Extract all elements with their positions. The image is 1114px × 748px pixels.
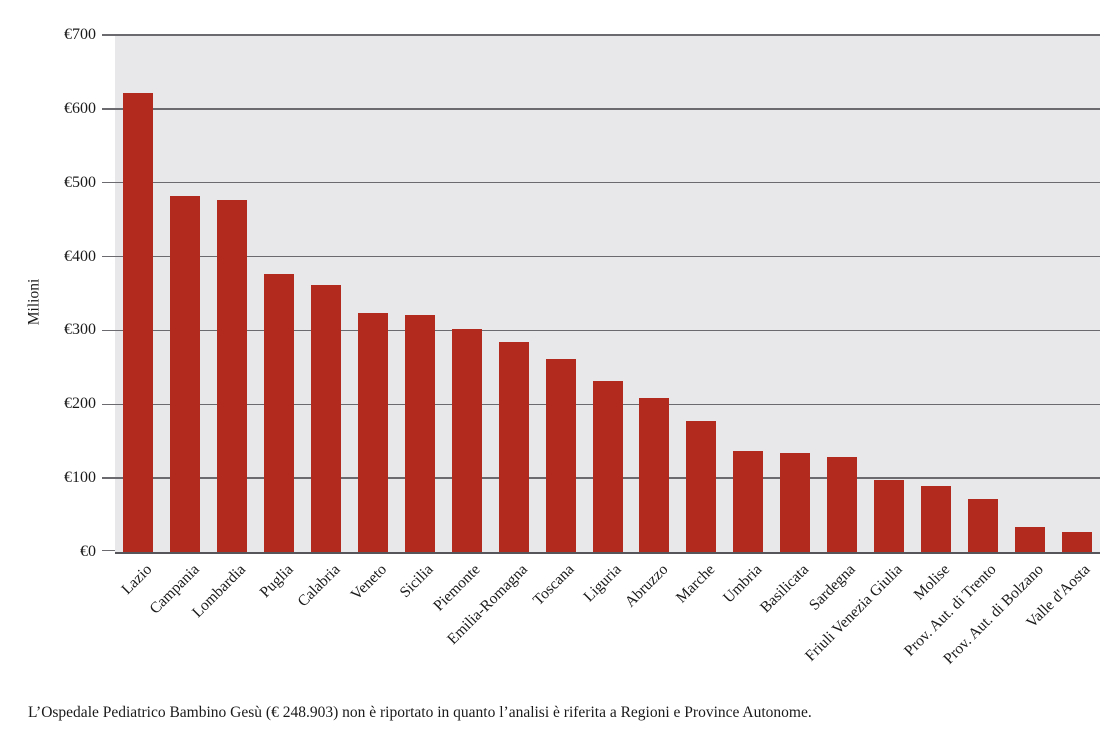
- gridline-700: [115, 34, 1100, 36]
- plot-area: [102, 34, 1100, 554]
- bar-lombardia: [217, 200, 248, 552]
- y-tickmark-400: [102, 255, 115, 258]
- bar-molise: [920, 485, 951, 552]
- x-tick-label-marche: Marche: [672, 561, 719, 607]
- x-tick-label-sicilia: Sicilia: [396, 561, 437, 602]
- y-tickmark-0: [102, 549, 115, 552]
- bar-veneto: [357, 313, 388, 552]
- bar-friuli-venezia-giulia: [873, 479, 904, 552]
- gridline-500: [115, 181, 1100, 184]
- bar-liguria: [592, 380, 623, 552]
- y-tickmark-500: [102, 181, 115, 184]
- bar-abruzzo: [639, 397, 670, 552]
- y-tick-label-200: €200: [64, 395, 96, 413]
- y-tick-label-600: €600: [64, 99, 96, 117]
- x-tick-label-basilicata: Basilicata: [756, 561, 813, 617]
- gridline-400: [115, 255, 1100, 258]
- x-tick-label-liguria: Liguria: [580, 561, 625, 606]
- x-tick-label-calabria: Calabria: [293, 561, 344, 611]
- bar-campania: [170, 196, 201, 552]
- x-tick-label-abruzzo: Abruzzo: [621, 561, 672, 611]
- x-tick-label-toscana: Toscana: [529, 561, 578, 609]
- y-tick-label-400: €400: [64, 247, 96, 265]
- bar-umbria: [733, 450, 764, 552]
- bar-prov-aut-di-trento: [967, 498, 998, 552]
- x-tick-label-puglia: Puglia: [256, 561, 297, 602]
- gridline-600: [115, 108, 1100, 110]
- y-tickmark-200: [102, 403, 115, 406]
- bar-piemonte: [451, 328, 482, 552]
- bar-valle-d-aosta: [1061, 532, 1092, 552]
- bar-sicilia: [404, 314, 435, 552]
- bar-marche: [686, 420, 717, 552]
- y-tick-label-700: €700: [64, 26, 96, 43]
- x-tick-label-lazio: Lazio: [118, 561, 156, 598]
- y-tickmark-600: [102, 108, 115, 110]
- bar-prov-aut-di-bolzano: [1014, 526, 1045, 552]
- y-tickmark-700: [102, 34, 115, 36]
- bar-sardegna: [827, 456, 858, 552]
- y-tick-label-500: €500: [64, 173, 96, 191]
- y-axis-title: Milioni: [25, 278, 43, 326]
- chart-footnote: L’Ospedale Pediatrico Bambino Gesù (€ 24…: [28, 704, 812, 721]
- bar-emilia-romagna: [498, 341, 529, 552]
- bar-lazio: [123, 92, 154, 552]
- bar-basilicata: [780, 453, 811, 552]
- y-tick-label-100: €100: [64, 469, 96, 487]
- bar-toscana: [545, 359, 576, 552]
- gridline-300: [115, 329, 1100, 332]
- y-tick-label-300: €300: [64, 321, 96, 339]
- y-tick-label-0: €0: [80, 543, 96, 560]
- y-tickmark-100: [102, 477, 115, 479]
- x-tick-label-molise: Molise: [910, 561, 953, 604]
- bar-calabria: [311, 284, 342, 552]
- x-tick-label-veneto: Veneto: [347, 561, 391, 604]
- bar-puglia: [264, 273, 295, 552]
- y-tickmark-300: [102, 329, 115, 332]
